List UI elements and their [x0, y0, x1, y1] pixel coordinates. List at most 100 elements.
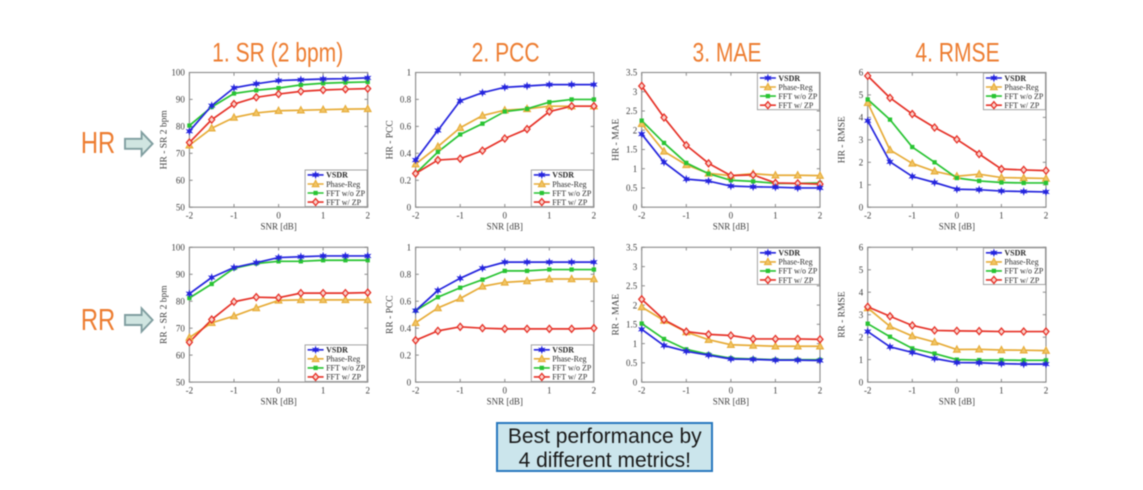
- svg-text:FFT w/ ZP: FFT w/ ZP: [552, 373, 588, 382]
- svg-text:1: 1: [859, 355, 864, 365]
- svg-text:RR: RR: [81, 302, 115, 337]
- svg-text:0: 0: [633, 377, 638, 387]
- svg-text:-2: -2: [412, 211, 420, 221]
- svg-text:-1: -1: [456, 211, 464, 221]
- svg-text:-2: -2: [638, 211, 646, 221]
- svg-text:HR - PCC: HR - PCC: [386, 120, 396, 159]
- svg-text:2: 2: [633, 300, 638, 310]
- svg-text:-2: -2: [412, 386, 420, 396]
- svg-text:1: 1: [407, 68, 412, 78]
- svg-text:50: 50: [176, 202, 186, 212]
- svg-text:80: 80: [176, 122, 186, 132]
- svg-text:0: 0: [955, 386, 960, 396]
- svg-text:HR: HR: [81, 125, 115, 160]
- svg-text:0: 0: [955, 211, 960, 221]
- svg-text:3: 3: [859, 135, 864, 145]
- svg-text:-1: -1: [456, 386, 464, 396]
- svg-text:100: 100: [171, 68, 185, 78]
- svg-text:Phase-Reg: Phase-Reg: [1004, 83, 1038, 92]
- svg-text:1.5: 1.5: [626, 145, 638, 155]
- svg-text:4: 4: [859, 113, 864, 123]
- svg-text:FFT w/ ZP: FFT w/ ZP: [778, 101, 814, 110]
- svg-text:0: 0: [503, 386, 508, 396]
- svg-text:3. MAE: 3. MAE: [692, 38, 761, 68]
- svg-text:2.5: 2.5: [626, 281, 638, 291]
- svg-text:Phase-Reg: Phase-Reg: [778, 258, 812, 267]
- svg-text:2: 2: [859, 332, 864, 342]
- svg-text:1: 1: [633, 339, 638, 349]
- svg-text:0: 0: [729, 211, 734, 221]
- svg-text:SNR [dB]: SNR [dB]: [939, 397, 975, 407]
- svg-text:SNR [dB]: SNR [dB]: [260, 222, 296, 232]
- svg-text:1: 1: [859, 180, 864, 190]
- svg-text:SNR [dB]: SNR [dB]: [939, 222, 975, 232]
- svg-text:0: 0: [276, 386, 281, 396]
- svg-text:0: 0: [407, 377, 412, 387]
- svg-text:-1: -1: [909, 386, 917, 396]
- svg-text:2: 2: [365, 386, 370, 396]
- svg-text:2: 2: [818, 211, 823, 221]
- svg-text:VSDR: VSDR: [1004, 249, 1026, 258]
- svg-text:FFT w/o ZP: FFT w/o ZP: [778, 92, 818, 101]
- svg-text:VSDR: VSDR: [778, 74, 800, 83]
- svg-text:-1: -1: [909, 211, 917, 221]
- svg-text:1: 1: [547, 211, 552, 221]
- svg-text:5: 5: [859, 265, 864, 275]
- svg-text:90: 90: [176, 95, 186, 105]
- svg-text:-1: -1: [683, 211, 691, 221]
- svg-text:RR - PCC: RR - PCC: [386, 295, 396, 334]
- svg-text:1.5: 1.5: [626, 320, 638, 330]
- svg-text:FFT w/ ZP: FFT w/ ZP: [326, 198, 362, 207]
- svg-text:-1: -1: [230, 386, 238, 396]
- svg-text:FFT w/ ZP: FFT w/ ZP: [1004, 101, 1040, 110]
- svg-text:RR - MAE: RR - MAE: [612, 294, 622, 336]
- svg-text:SNR [dB]: SNR [dB]: [713, 222, 749, 232]
- svg-text:SNR [dB]: SNR [dB]: [487, 397, 523, 407]
- svg-text:4: 4: [859, 287, 864, 297]
- svg-text:-2: -2: [864, 386, 872, 396]
- svg-text:0.6: 0.6: [400, 122, 412, 132]
- svg-text:3.5: 3.5: [626, 243, 638, 253]
- svg-text:-1: -1: [230, 211, 238, 221]
- svg-text:3: 3: [859, 310, 864, 320]
- svg-text:2. PCC: 2. PCC: [472, 38, 540, 68]
- svg-text:Phase-Reg: Phase-Reg: [326, 180, 360, 189]
- svg-text:5: 5: [859, 90, 864, 100]
- svg-text:80: 80: [176, 296, 186, 306]
- svg-text:3: 3: [633, 262, 638, 272]
- svg-text:-2: -2: [638, 386, 646, 396]
- svg-text:0: 0: [407, 202, 412, 212]
- svg-text:1: 1: [407, 243, 412, 253]
- svg-text:VSDR: VSDR: [552, 346, 574, 355]
- svg-text:0.5: 0.5: [626, 358, 638, 368]
- svg-text:1: 1: [633, 164, 638, 174]
- svg-text:VSDR: VSDR: [552, 171, 574, 180]
- svg-text:6: 6: [859, 243, 864, 253]
- svg-text:0: 0: [859, 202, 864, 212]
- svg-text:1: 1: [321, 211, 326, 221]
- svg-text:FFT w/ ZP: FFT w/ ZP: [326, 373, 362, 382]
- svg-text:0.8: 0.8: [400, 95, 412, 105]
- svg-text:VSDR: VSDR: [326, 346, 348, 355]
- svg-text:FFT w/o ZP: FFT w/o ZP: [1004, 92, 1044, 101]
- svg-text:HR - MAE: HR - MAE: [612, 118, 622, 160]
- svg-text:3.5: 3.5: [626, 68, 638, 78]
- svg-text:2: 2: [859, 158, 864, 168]
- svg-text:0.6: 0.6: [400, 296, 412, 306]
- svg-text:FFT w/o ZP: FFT w/o ZP: [326, 364, 366, 373]
- svg-text:FFT w/ ZP: FFT w/ ZP: [552, 198, 588, 207]
- svg-text:Phase-Reg: Phase-Reg: [1004, 258, 1038, 267]
- svg-text:0.4: 0.4: [400, 323, 412, 333]
- svg-text:100: 100: [171, 243, 185, 253]
- svg-text:2.5: 2.5: [626, 106, 638, 116]
- svg-text:VSDR: VSDR: [326, 171, 348, 180]
- svg-text:0.2: 0.2: [400, 176, 411, 186]
- svg-text:60: 60: [176, 350, 186, 360]
- svg-text:2: 2: [592, 386, 597, 396]
- svg-text:HR - SR 2 bpm: HR - SR 2 bpm: [159, 110, 169, 170]
- svg-text:SNR [dB]: SNR [dB]: [260, 397, 296, 407]
- svg-text:RR - SR 2 bpm: RR - SR 2 bpm: [159, 285, 169, 344]
- svg-text:FFT w/ ZP: FFT w/ ZP: [1004, 276, 1040, 285]
- svg-text:0: 0: [633, 202, 638, 212]
- svg-text:1: 1: [773, 386, 778, 396]
